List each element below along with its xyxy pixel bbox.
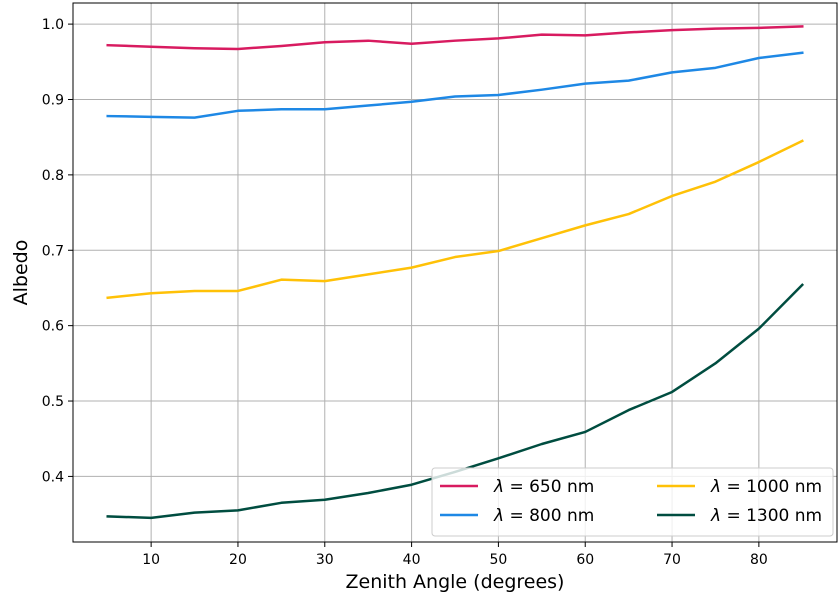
legend-label-1: λ = 800 nm (493, 506, 594, 526)
x-tick-label: 10 (142, 552, 160, 568)
legend-label-2: λ = 1000 nm (710, 477, 822, 497)
legend-lambda-symbol: λ (710, 506, 721, 526)
y-tick-label: 0.4 (42, 469, 64, 485)
x-tick-label: 20 (229, 552, 247, 568)
legend-value-text: = 1300 nm (721, 506, 822, 526)
axis-ticks: 10 20 30 40 50 60 70 80 0.4 0.5 0.6 0.7 0.8 0.9 1.0 (42, 17, 768, 568)
x-tick-label: 80 (750, 552, 768, 568)
legend-lambda-symbol: λ (493, 506, 504, 526)
x-tick-label: 30 (316, 552, 334, 568)
y-axis-title: Albedo (10, 240, 32, 306)
x-tick-label: 70 (663, 552, 681, 568)
y-tick-label: 0.9 (42, 92, 64, 108)
legend-value-text: = 800 nm (504, 506, 594, 526)
y-tick-label: 1.0 (42, 17, 64, 33)
series-line-0 (106, 25, 804, 51)
x-tick-label: 40 (403, 552, 421, 568)
legend-label-0: λ = 650 nm (493, 477, 594, 497)
x-tick-label: 50 (489, 552, 507, 568)
y-tick-label: 0.6 (42, 319, 64, 335)
legend-value-text: = 650 nm (504, 477, 594, 497)
series-line-1 (106, 51, 804, 119)
x-tick-label: 60 (576, 552, 594, 568)
legend-box (431, 467, 834, 537)
y-tick-label: 0.5 (42, 394, 64, 410)
series-line-2 (106, 139, 804, 300)
legend: λ = 650 nmλ = 800 nmλ = 1000 nmλ = 1300 … (431, 467, 834, 537)
y-tick-label: 0.8 (42, 168, 64, 184)
legend-value-text: = 1000 nm (721, 477, 822, 497)
x-axis-title: Zenith Angle (degrees) (346, 571, 565, 593)
legend-lambda-symbol: λ (710, 477, 721, 497)
legend-label-3: λ = 1300 nm (710, 506, 822, 526)
grid (73, 3, 837, 542)
y-tick-label: 0.7 (42, 243, 64, 259)
plot-area-frame (72, 2, 838, 543)
legend-lambda-symbol: λ (493, 477, 504, 497)
